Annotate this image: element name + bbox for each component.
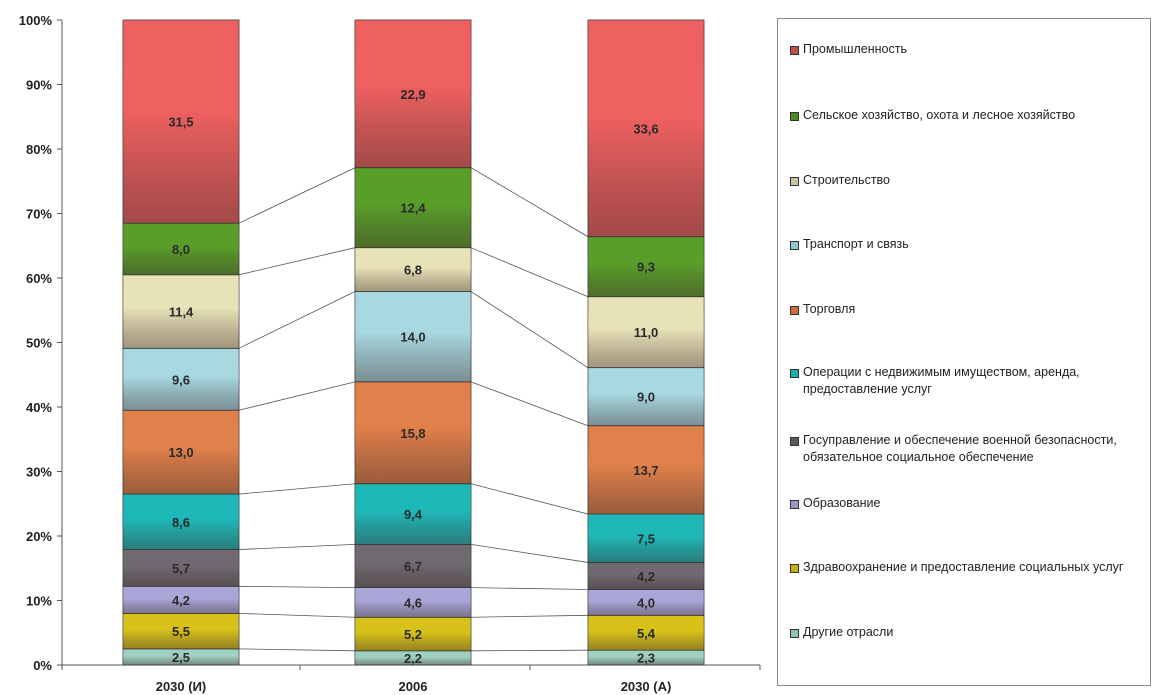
legend-swatch [790,500,799,509]
data-label: 8,0 [172,242,190,257]
data-label: 5,2 [404,627,422,642]
y-tick-label: 20% [26,529,52,544]
legend-item: Здравоохранение и предоставление социаль… [790,559,1145,576]
data-label: 9,6 [172,372,190,387]
legend-swatch [790,306,799,315]
series-connector [471,650,588,651]
legend-item: Сельское хозяйство, охота и лесное хозяй… [790,107,1145,124]
y-tick-label: 10% [26,594,52,609]
legend-label: Строительство [803,172,890,189]
legend-swatch [790,629,799,638]
data-label: 4,2 [637,569,655,584]
data-label: 22,9 [400,87,425,102]
stacked-bar-chart: 0% 10% 20% 30% 40% 50% 60% 70% 80% 90% 100% 2030 (И… [0,0,775,695]
data-label: 33,6 [633,121,658,136]
data-label: 15,8 [400,426,425,441]
series-connector [239,484,355,494]
x-category-label: 2006 [399,679,428,694]
data-label: 13,7 [633,463,658,478]
legend-item: Образование [790,495,1145,512]
data-label: 31,5 [168,115,193,130]
legend-label: Операции с недвижимым имуществом, аренда… [803,364,1145,398]
data-label: 6,8 [404,263,422,278]
series-connector [471,588,588,590]
legend-label: Другие отрасли [803,624,893,641]
y-tick-label: 100% [19,13,53,28]
legend-swatch [790,241,799,250]
series-connector [239,292,355,349]
legend-label: Торговля [803,301,855,318]
series-connector [239,649,355,651]
series-connector [471,484,588,514]
y-tick-label: 30% [26,465,52,480]
y-tick-label: 80% [26,142,52,157]
data-label: 5,7 [172,561,190,576]
series-connector [471,292,588,368]
legend-label: Образование [803,495,880,512]
legend-swatch [790,369,799,378]
series-connector [239,248,355,275]
data-label: 5,5 [172,624,190,639]
series-connector [239,586,355,587]
legend-swatch [790,112,799,121]
series-connector [239,613,355,617]
y-tick-label: 70% [26,207,52,222]
legend-swatch [790,177,799,186]
legend-item: Промышленность [790,41,1145,58]
x-category-label: 2030 (А) [621,679,672,694]
data-label: 2,3 [637,651,655,666]
data-label: 8,6 [172,515,190,530]
y-tick-label: 0% [33,658,52,673]
x-category-label: 2030 (И) [156,679,207,694]
data-label: 6,7 [404,559,422,574]
series-connector [471,615,588,617]
data-label: 11,4 [169,305,194,320]
legend-item: Госуправление и обеспечение военной безо… [790,432,1145,466]
legend-label: Здравоохранение и предоставление социаль… [803,559,1123,576]
y-tick-label: 90% [26,78,52,93]
legend-swatch [790,437,799,446]
y-tick-label: 50% [26,336,52,351]
series-connector [471,248,588,297]
data-label: 2,2 [404,651,422,666]
legend-label: Промышленность [803,41,907,58]
legend-item: Торговля [790,301,1145,318]
data-label: 2,5 [172,650,190,665]
series-connector [471,544,588,562]
series-connector [471,382,588,426]
series-connector [239,168,355,223]
legend-label: Сельское хозяйство, охота и лесное хозяй… [803,107,1075,124]
y-tick-label: 40% [26,400,52,415]
data-label: 7,5 [637,531,655,546]
legend-swatch [790,564,799,573]
data-label: 5,4 [637,626,656,641]
data-label: 13,0 [168,445,193,460]
legend-item: Строительство [790,172,1145,189]
legend-label: Транспорт и связь [803,236,909,253]
series-connector [239,544,355,549]
data-label: 4,6 [404,595,422,610]
legend-label: Госуправление и обеспечение военной безо… [803,432,1145,466]
y-tick-label: 60% [26,271,52,286]
data-label: 9,0 [637,390,655,405]
legend-item: Другие отрасли [790,624,1145,641]
data-label: 9,4 [404,507,423,522]
data-label: 9,3 [637,260,655,275]
data-label: 4,0 [637,595,655,610]
chart-legend: Промышленность Сельское хозяйство, охота … [777,18,1151,686]
legend-item: Транспорт и связь [790,236,1145,253]
data-label: 12,4 [400,201,426,216]
series-connector [471,168,588,237]
data-label: 11,0 [634,325,659,340]
legend-swatch [790,46,799,55]
data-label: 4,2 [172,593,190,608]
series-connector [239,382,355,410]
legend-item: Операции с недвижимым имуществом, аренда… [790,364,1145,398]
data-label: 14,0 [400,330,425,345]
